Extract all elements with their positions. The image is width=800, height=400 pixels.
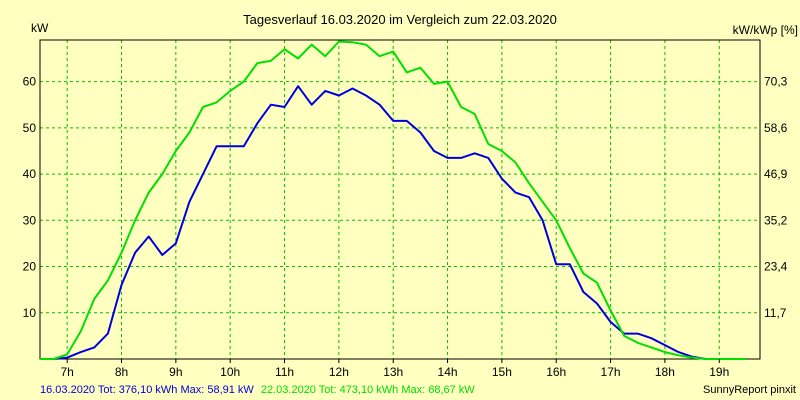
y-axis-left-label: kW bbox=[31, 21, 49, 35]
x-tick-label: 7h bbox=[60, 365, 73, 379]
x-tick-label: 9h bbox=[169, 365, 182, 379]
x-tick-label: 10h bbox=[220, 365, 240, 379]
x-axis-ticks: 7h 8h 9h 10h 11h 12h 13h 14h 15h 16h 17h 18h 19h bbox=[60, 359, 729, 379]
x-tick-label: 17h bbox=[601, 365, 621, 379]
x-tick-label: 13h bbox=[383, 365, 403, 379]
y-tick-label-left: 50 bbox=[23, 121, 37, 135]
plot-frame bbox=[39, 39, 761, 360]
y-axis-right-ticks: 11,7 23,4 35,2 46,9 58,6 70,3 bbox=[764, 75, 788, 320]
x-tick-label: 18h bbox=[655, 365, 675, 379]
brand-text: SunnyReport pinxit bbox=[703, 384, 796, 396]
y-tick-label-left: 60 bbox=[23, 75, 37, 89]
y-tick-label-left: 20 bbox=[23, 260, 37, 274]
y-tick-label-right: 58,6 bbox=[764, 121, 788, 135]
y-axis-right-label: kW/kWp [%] bbox=[733, 23, 798, 37]
x-tick-label: 8h bbox=[115, 365, 128, 379]
series-line-2 bbox=[40, 40, 747, 360]
legend-series-1: 16.03.2020 Tot: 376,10 kWh Max: 58,91 kW bbox=[40, 384, 254, 396]
x-tick-label: 12h bbox=[329, 365, 349, 379]
grid bbox=[40, 40, 760, 359]
series-lines bbox=[40, 40, 747, 360]
x-tick-label: 14h bbox=[438, 365, 458, 379]
y-tick-label-left: 10 bbox=[23, 306, 37, 320]
x-tick-label: 11h bbox=[275, 365, 294, 379]
y-axis-left-ticks: 10 20 30 40 50 60 bbox=[23, 75, 37, 320]
y-tick-label-left: 30 bbox=[23, 213, 37, 227]
chart-title: Tagesverlauf 16.03.2020 im Vergleich zum… bbox=[243, 12, 557, 27]
y-tick-label-right: 70,3 bbox=[764, 75, 788, 89]
y-tick-label-left: 40 bbox=[23, 167, 37, 181]
footer-legend: 16.03.2020 Tot: 376,10 kWh Max: 58,91 kW… bbox=[40, 384, 475, 396]
y-tick-label-right: 23,4 bbox=[764, 260, 788, 274]
y-tick-label-right: 46,9 bbox=[764, 167, 788, 181]
x-tick-label: 16h bbox=[546, 365, 566, 379]
y-tick-label-right: 11,7 bbox=[764, 306, 787, 320]
y-tick-label-right: 35,2 bbox=[764, 213, 788, 227]
x-tick-label: 15h bbox=[492, 365, 512, 379]
x-tick-label: 19h bbox=[709, 365, 729, 379]
legend-series-2: 22.03.2020 Tot: 473,10 kWh Max: 68,67 kW bbox=[261, 384, 475, 396]
series-line-1 bbox=[40, 85, 747, 360]
